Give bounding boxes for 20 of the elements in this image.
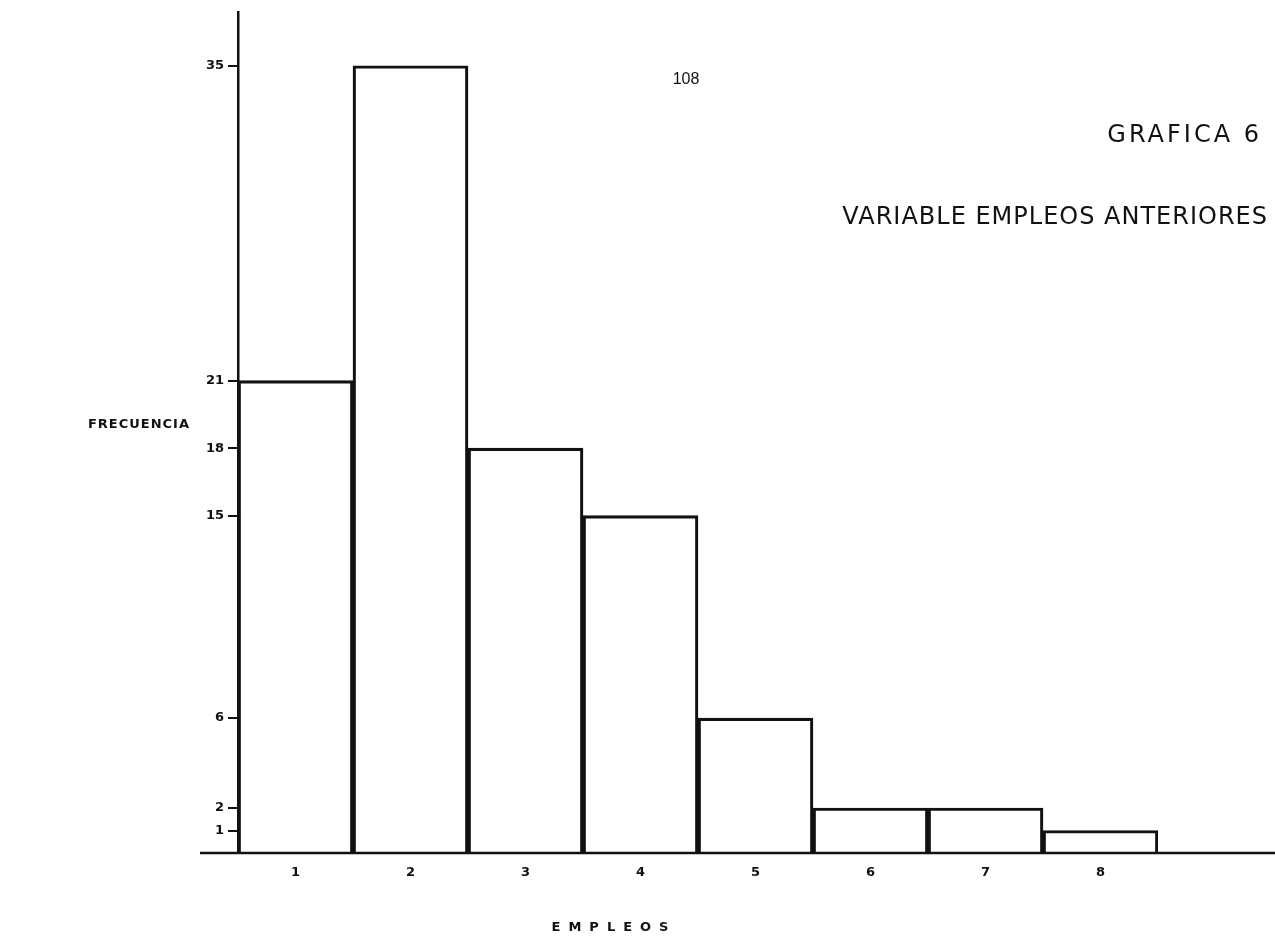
x-tick-label: 3 bbox=[520, 864, 531, 880]
y-tick-label: 2 bbox=[214, 799, 224, 815]
x-tick-label: 8 bbox=[1095, 864, 1106, 880]
x-tick-label: 7 bbox=[980, 864, 991, 880]
text: VARIABLE EMPLEOS ANTERIORES bbox=[842, 202, 1268, 231]
y-tick-label: 18 bbox=[205, 439, 224, 455]
y-tick-label: 1 bbox=[214, 821, 224, 837]
x-tick-label: 2 bbox=[405, 864, 416, 880]
annotation: 108 bbox=[672, 70, 700, 88]
text: GRAFICA 6 bbox=[1107, 120, 1262, 149]
x-tick-label: 5 bbox=[750, 864, 761, 880]
x-tick-label: 1 bbox=[290, 864, 301, 880]
y-axis-title: FRECUENCIA bbox=[87, 416, 190, 432]
y-tick-label: 21 bbox=[205, 372, 224, 388]
y-tick-label: 6 bbox=[214, 709, 224, 725]
y-tick-label: 35 bbox=[205, 57, 224, 73]
x-tick-label: 4 bbox=[635, 864, 646, 880]
y-tick-label: 15 bbox=[205, 507, 224, 522]
x-axis-title: EMPLEOS bbox=[551, 919, 677, 935]
x-tick-label: 6 bbox=[865, 864, 876, 880]
